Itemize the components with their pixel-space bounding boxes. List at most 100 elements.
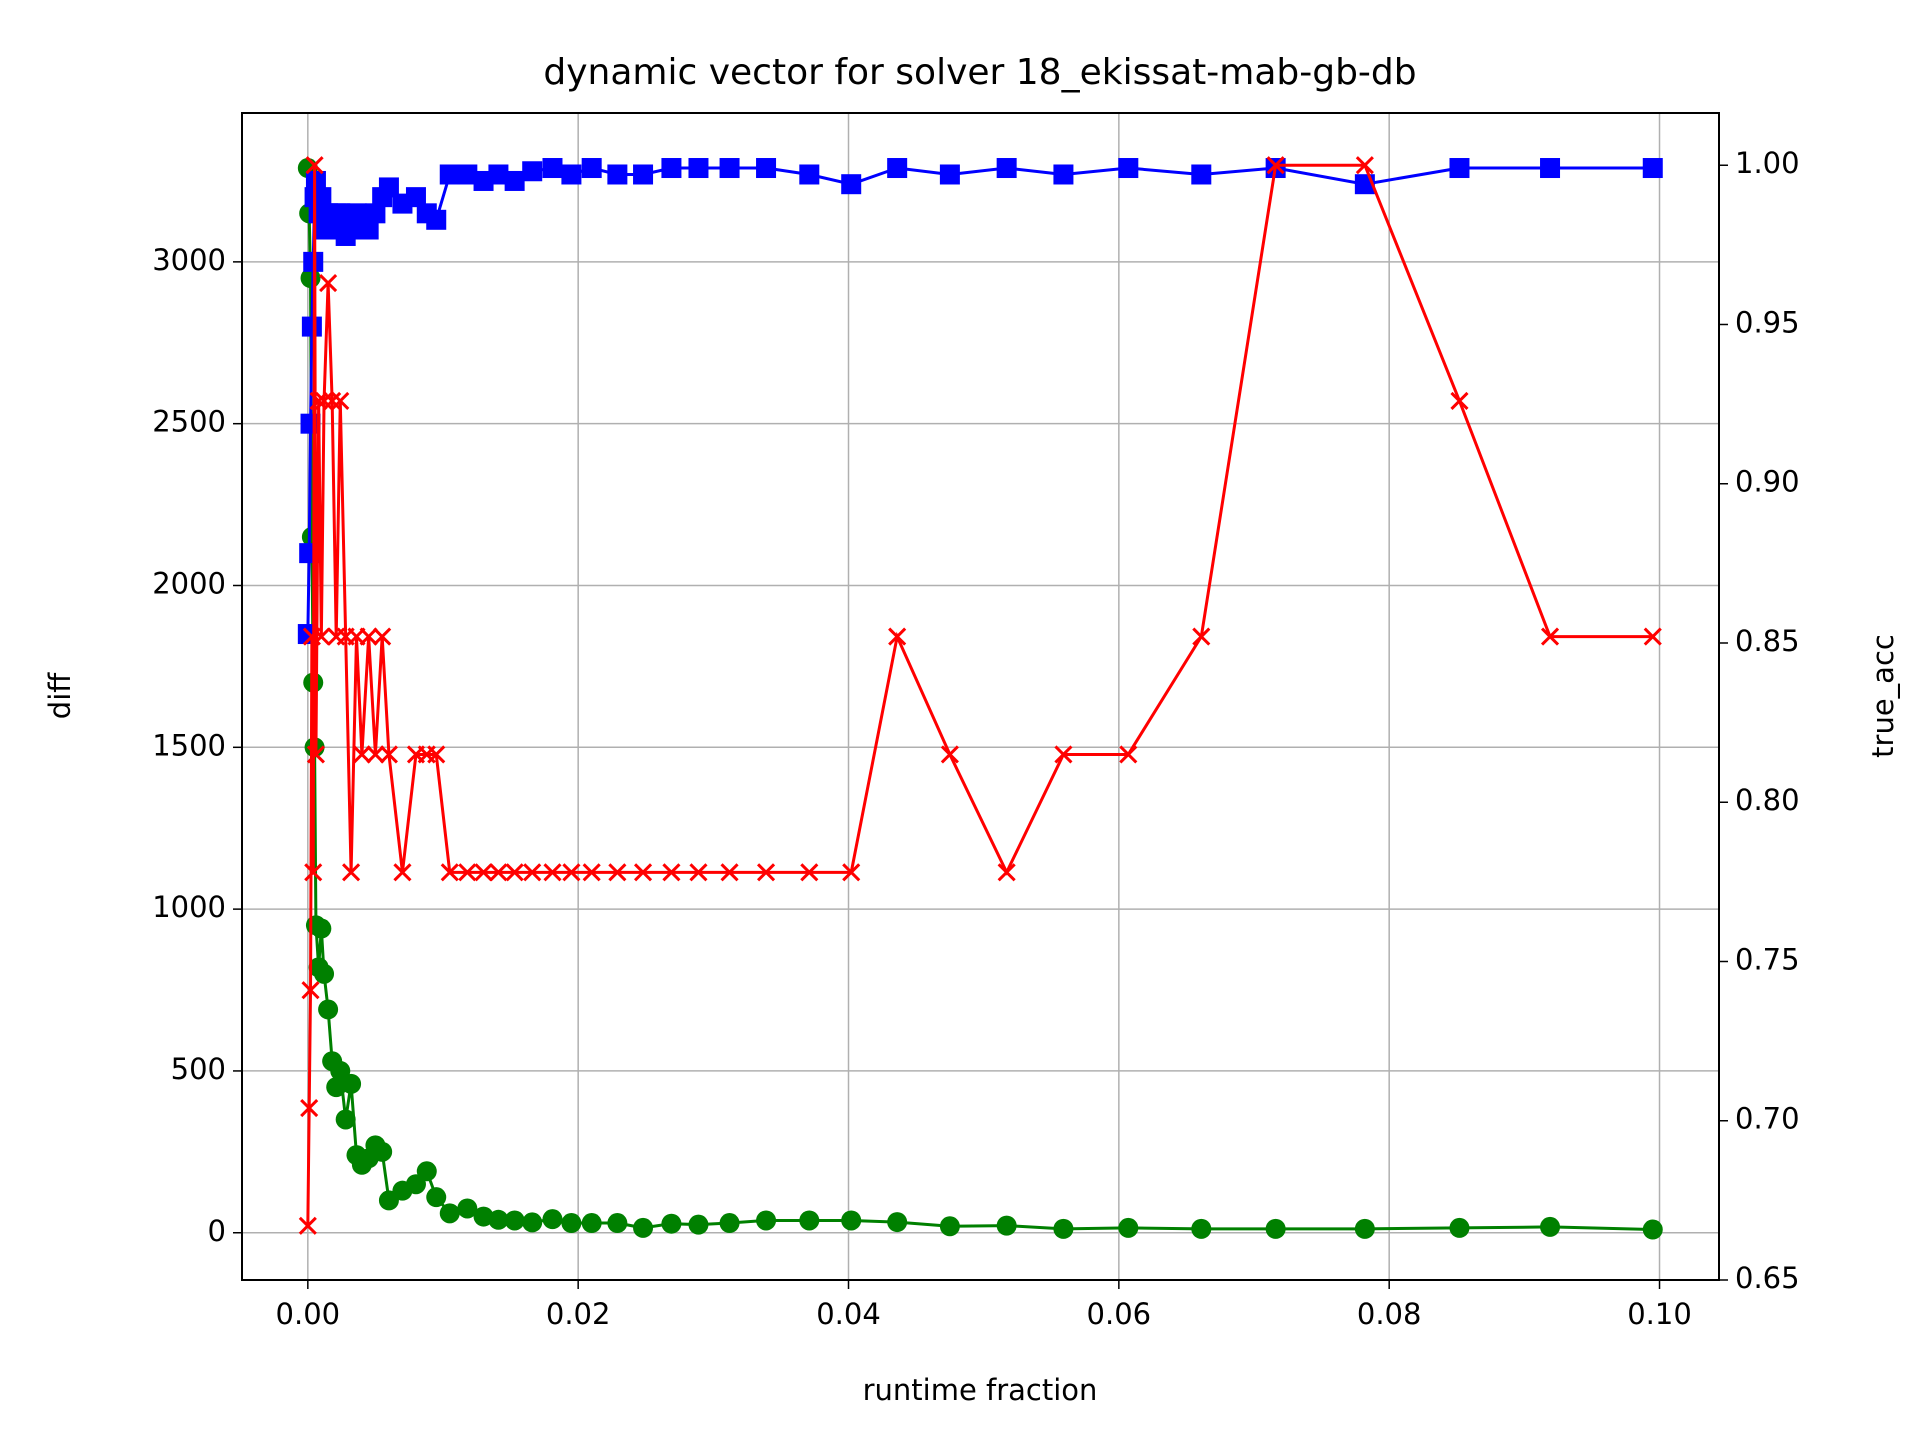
point <box>887 1212 908 1233</box>
point <box>1449 158 1470 179</box>
y2-tick-label: 0.90 <box>1735 465 1800 499</box>
point <box>1192 627 1211 646</box>
point <box>661 158 682 179</box>
point <box>688 1214 709 1235</box>
point <box>688 158 709 179</box>
point <box>633 863 653 882</box>
point <box>1119 745 1138 764</box>
point <box>312 627 331 646</box>
point <box>1266 156 1285 175</box>
y2-tick-label: 0.80 <box>1735 783 1800 817</box>
point <box>489 863 508 882</box>
y2-axis-label: true_acc <box>1866 634 1900 758</box>
x-tick-label: 0.02 <box>546 1297 611 1331</box>
point <box>300 1098 319 1118</box>
plot-frame <box>241 112 1720 1281</box>
point <box>561 164 582 185</box>
point <box>314 391 334 410</box>
y2-tick-label: 1.00 <box>1735 146 1800 180</box>
point <box>426 1187 447 1208</box>
point <box>633 1217 654 1238</box>
point <box>720 863 739 882</box>
point <box>582 863 601 882</box>
point <box>842 863 861 882</box>
point <box>457 1198 478 1219</box>
point <box>1449 1217 1470 1238</box>
x-tick-label: 0.08 <box>1357 1297 1422 1331</box>
point <box>689 863 708 882</box>
point <box>305 156 324 175</box>
point <box>439 1203 460 1224</box>
point <box>581 1213 602 1234</box>
point <box>326 1077 347 1098</box>
point <box>1054 745 1073 764</box>
point <box>488 164 509 185</box>
x-tick-label: 0.10 <box>1627 1297 1692 1331</box>
point <box>939 164 960 185</box>
point <box>581 158 602 179</box>
point <box>378 177 399 198</box>
point <box>341 1073 362 1094</box>
point <box>440 863 459 882</box>
point <box>304 863 323 882</box>
point <box>372 1141 393 1162</box>
point <box>523 863 542 882</box>
y2-tick-label: 0.85 <box>1735 624 1800 658</box>
chart-title: dynamic vector for solver 18_ekissat-mab… <box>543 52 1416 93</box>
point <box>719 158 740 179</box>
x-tick-label: 0.04 <box>816 1297 881 1331</box>
point <box>888 627 907 646</box>
y2-tick-label: 0.65 <box>1735 1261 1800 1295</box>
point <box>1643 627 1662 646</box>
point <box>1053 164 1074 185</box>
x-tick-label: 0.06 <box>1087 1297 1152 1331</box>
point <box>1355 156 1374 175</box>
y-axis-label: diff <box>43 672 77 719</box>
point <box>799 164 820 185</box>
point <box>561 1213 582 1234</box>
point <box>457 164 478 185</box>
point <box>841 1210 862 1231</box>
y-tick-label: 500 <box>171 1052 226 1086</box>
point <box>473 1206 494 1227</box>
point <box>543 863 562 882</box>
point <box>373 627 392 646</box>
point <box>474 863 493 882</box>
point <box>309 391 328 410</box>
point <box>719 1213 740 1234</box>
point <box>427 745 446 764</box>
point <box>319 274 338 293</box>
point <box>661 1213 682 1234</box>
point <box>562 863 581 882</box>
point <box>633 164 654 185</box>
point <box>318 999 339 1020</box>
point <box>1450 391 1469 410</box>
y-tick-label: 1000 <box>152 890 226 924</box>
y-tick-label: 0 <box>208 1214 226 1248</box>
point <box>841 174 862 195</box>
point <box>662 863 681 882</box>
series-line <box>306 163 1653 1226</box>
point <box>1540 158 1561 179</box>
point <box>522 1212 543 1233</box>
point <box>1642 1219 1663 1240</box>
point <box>1354 1218 1375 1239</box>
y-tick-label: 2000 <box>152 566 226 600</box>
point <box>366 745 385 764</box>
y-tick-label: 3000 <box>152 243 226 277</box>
point <box>359 627 378 646</box>
point <box>940 745 959 764</box>
point <box>346 203 367 224</box>
point <box>301 316 322 337</box>
point <box>522 161 543 182</box>
y2-tick-label: 0.70 <box>1735 1102 1800 1136</box>
point <box>352 745 371 764</box>
point <box>542 1209 563 1230</box>
y-tick-label: 2500 <box>152 405 226 439</box>
point <box>439 164 460 185</box>
point <box>405 187 426 208</box>
point <box>301 981 320 1000</box>
point <box>1540 1216 1561 1237</box>
point <box>311 918 332 939</box>
x-axis-label: runtime fraction <box>863 1373 1098 1407</box>
